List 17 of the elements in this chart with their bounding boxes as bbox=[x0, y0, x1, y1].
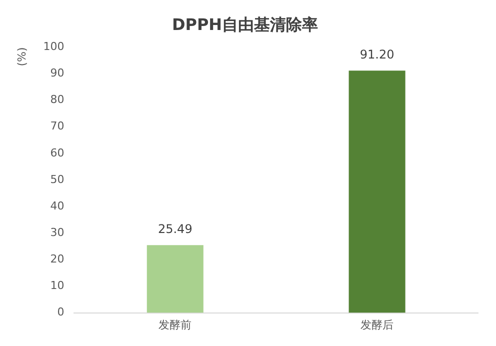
y-tick-label: 100 bbox=[43, 40, 64, 54]
x-tick-label: 发酵后 bbox=[360, 318, 394, 332]
chart-title: DPPH自由基清除率 bbox=[172, 14, 318, 34]
y-tick-label: 90 bbox=[50, 66, 64, 80]
data-label: 91.20 bbox=[360, 48, 394, 62]
y-tick-label: 40 bbox=[50, 199, 64, 212]
y-tick-label: 60 bbox=[50, 146, 64, 160]
y-axis-title: (%) bbox=[15, 47, 28, 66]
y-tick-label: 50 bbox=[50, 172, 64, 186]
data-label: 25.49 bbox=[158, 222, 192, 236]
y-tick-label: 0 bbox=[57, 306, 64, 319]
y-tick-label: 20 bbox=[50, 252, 64, 266]
x-tick-label: 发酵前 bbox=[158, 318, 192, 332]
y-tick-label: 70 bbox=[50, 120, 64, 133]
y-tick-label: 30 bbox=[50, 226, 64, 239]
y-tick-label: 10 bbox=[50, 279, 64, 292]
y-tick-label: 80 bbox=[50, 93, 64, 106]
